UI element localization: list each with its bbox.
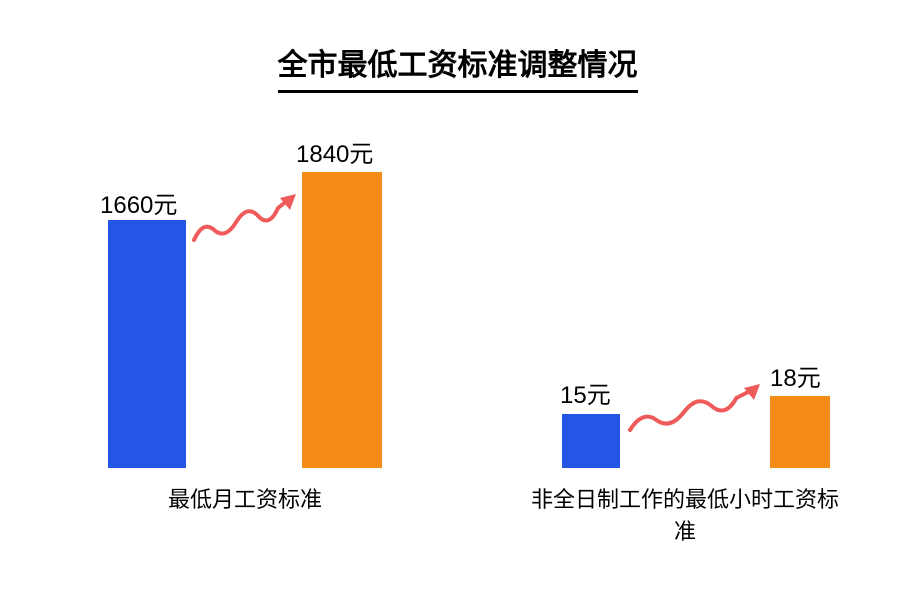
bar-label-hourly-old: 15元 bbox=[560, 375, 611, 410]
bar-label-monthly-old: 1660元 bbox=[100, 185, 177, 220]
bar-hourly-old bbox=[562, 414, 620, 468]
bar-label-monthly-new: 1840元 bbox=[296, 134, 373, 169]
arrow-monthly-icon bbox=[190, 188, 300, 248]
arrow-hourly-icon bbox=[626, 378, 764, 438]
group-label-monthly: 最低月工资标准 bbox=[140, 482, 350, 514]
bar-label-hourly-new: 18元 bbox=[770, 358, 821, 393]
group-label-hourly: 非全日制工作的最低小时工资标准 bbox=[530, 482, 840, 546]
bar-monthly-old bbox=[108, 220, 186, 468]
bar-monthly-new bbox=[302, 172, 382, 468]
chart-title: 全市最低工资标准调整情况 bbox=[278, 40, 638, 93]
bar-hourly-new bbox=[770, 396, 830, 468]
